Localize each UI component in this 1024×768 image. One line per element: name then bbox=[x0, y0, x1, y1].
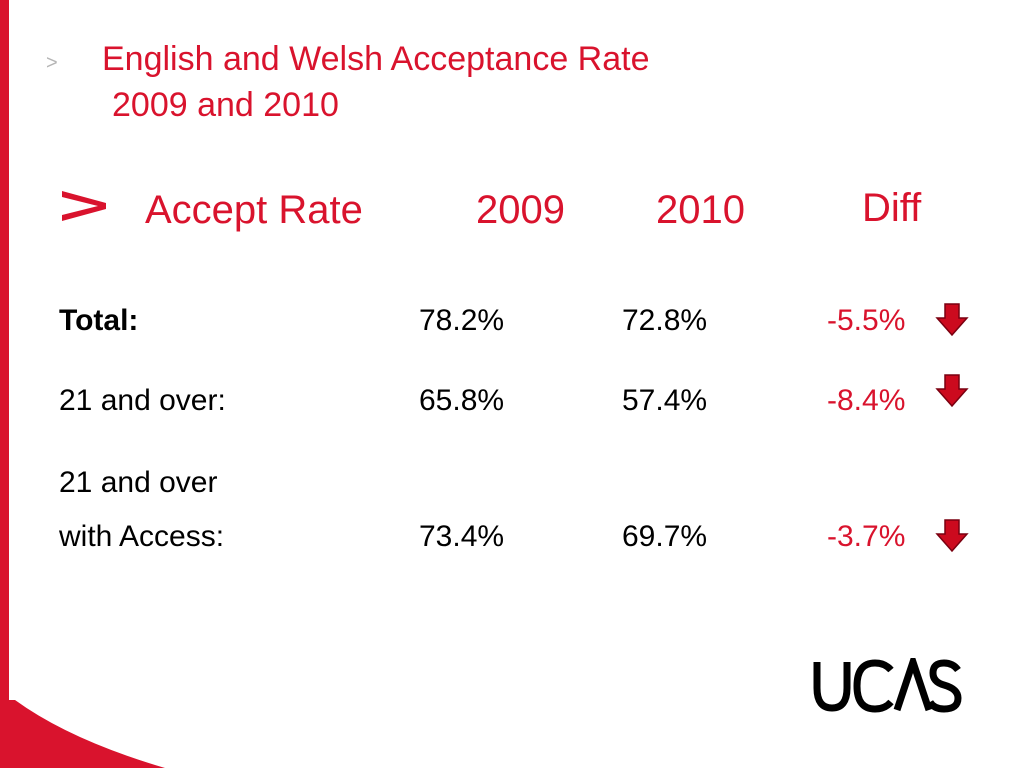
row-access-2010: 69.7% bbox=[622, 520, 708, 553]
row-total-2010: 72.8% bbox=[622, 304, 708, 337]
row-21-over-2010: 57.4% bbox=[622, 384, 708, 417]
row-total-label: Total: bbox=[59, 304, 139, 337]
row-21-over-label: 21 and over: bbox=[59, 384, 226, 417]
header-2009: 2009 bbox=[476, 188, 565, 232]
slide-title: English and Welsh Acceptance Rate bbox=[102, 40, 650, 78]
chevron-right-icon bbox=[62, 191, 106, 221]
ucas-logo bbox=[813, 658, 962, 713]
slide-subtitle: 2009 and 2010 bbox=[112, 86, 339, 124]
row-total-diff: -5.5% bbox=[827, 304, 906, 337]
header-diff: Diff bbox=[862, 186, 922, 230]
header-2010: 2010 bbox=[656, 188, 745, 232]
down-arrow-icon bbox=[935, 519, 969, 553]
title-chevron: > bbox=[46, 52, 58, 74]
down-arrow-icon bbox=[935, 303, 969, 337]
corner-swoosh bbox=[0, 700, 165, 768]
row-access-label-line1: 21 and over bbox=[59, 466, 218, 499]
left-accent-bar bbox=[0, 0, 9, 768]
row-access-diff: -3.7% bbox=[827, 520, 906, 553]
down-arrow-icon bbox=[935, 374, 969, 408]
row-total-2009: 78.2% bbox=[419, 304, 505, 337]
header-accept-rate: Accept Rate bbox=[145, 188, 363, 232]
row-access-label-line2: with Access: bbox=[59, 520, 225, 553]
row-21-over-diff: -8.4% bbox=[827, 384, 906, 417]
row-access-2009: 73.4% bbox=[419, 520, 505, 553]
row-21-over-2009: 65.8% bbox=[419, 384, 505, 417]
